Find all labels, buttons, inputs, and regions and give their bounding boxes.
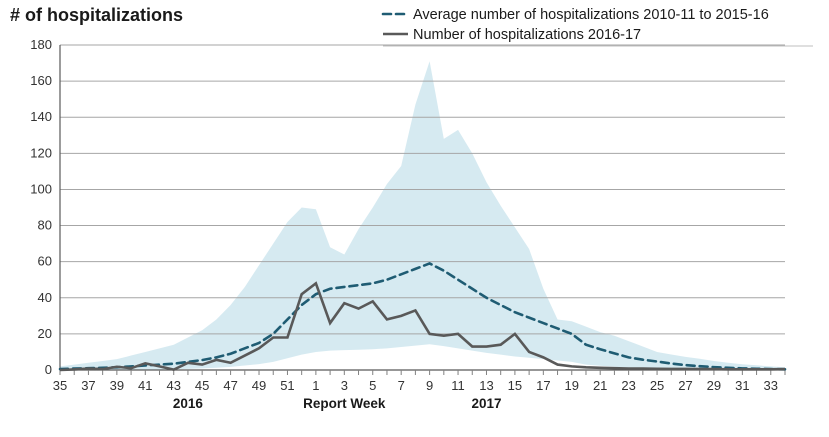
svg-text:37: 37 bbox=[81, 378, 95, 393]
svg-text:Number of hospitalizations 201: Number of hospitalizations 2016-17 bbox=[413, 27, 641, 43]
svg-text:Average number of hospitalizat: Average number of hospitalizations 2010-… bbox=[413, 7, 769, 23]
svg-text:1: 1 bbox=[312, 378, 319, 393]
svg-text:41: 41 bbox=[138, 378, 152, 393]
svg-text:2016: 2016 bbox=[173, 396, 204, 411]
svg-text:25: 25 bbox=[650, 378, 664, 393]
svg-text:23: 23 bbox=[621, 378, 635, 393]
svg-text:13: 13 bbox=[479, 378, 493, 393]
svg-text:29: 29 bbox=[707, 378, 721, 393]
svg-text:20: 20 bbox=[38, 326, 52, 341]
svg-text:33: 33 bbox=[764, 378, 778, 393]
svg-text:140: 140 bbox=[30, 109, 52, 124]
svg-text:40: 40 bbox=[38, 290, 52, 305]
svg-text:120: 120 bbox=[30, 145, 52, 160]
svg-text:49: 49 bbox=[252, 378, 266, 393]
svg-text:7: 7 bbox=[398, 378, 405, 393]
svg-text:47: 47 bbox=[223, 378, 237, 393]
svg-text:180: 180 bbox=[30, 37, 52, 52]
svg-text:27: 27 bbox=[678, 378, 692, 393]
svg-text:3: 3 bbox=[341, 378, 348, 393]
svg-text:31: 31 bbox=[735, 378, 749, 393]
svg-text:39: 39 bbox=[110, 378, 124, 393]
svg-text:80: 80 bbox=[38, 218, 52, 233]
svg-text:9: 9 bbox=[426, 378, 433, 393]
svg-text:43: 43 bbox=[166, 378, 180, 393]
svg-text:35: 35 bbox=[53, 378, 67, 393]
svg-text:Report Week: Report Week bbox=[303, 396, 386, 411]
svg-text:45: 45 bbox=[195, 378, 209, 393]
svg-text:60: 60 bbox=[38, 254, 52, 269]
svg-text:19: 19 bbox=[565, 378, 579, 393]
svg-text:21: 21 bbox=[593, 378, 607, 393]
svg-text:# of hospitalizations: # of hospitalizations bbox=[10, 5, 183, 25]
svg-text:51: 51 bbox=[280, 378, 294, 393]
svg-text:100: 100 bbox=[30, 181, 52, 196]
svg-text:2017: 2017 bbox=[471, 396, 501, 411]
svg-text:160: 160 bbox=[30, 73, 52, 88]
svg-text:5: 5 bbox=[369, 378, 376, 393]
svg-text:15: 15 bbox=[508, 378, 522, 393]
svg-text:11: 11 bbox=[451, 378, 465, 393]
svg-text:0: 0 bbox=[45, 362, 52, 377]
svg-text:17: 17 bbox=[536, 378, 550, 393]
